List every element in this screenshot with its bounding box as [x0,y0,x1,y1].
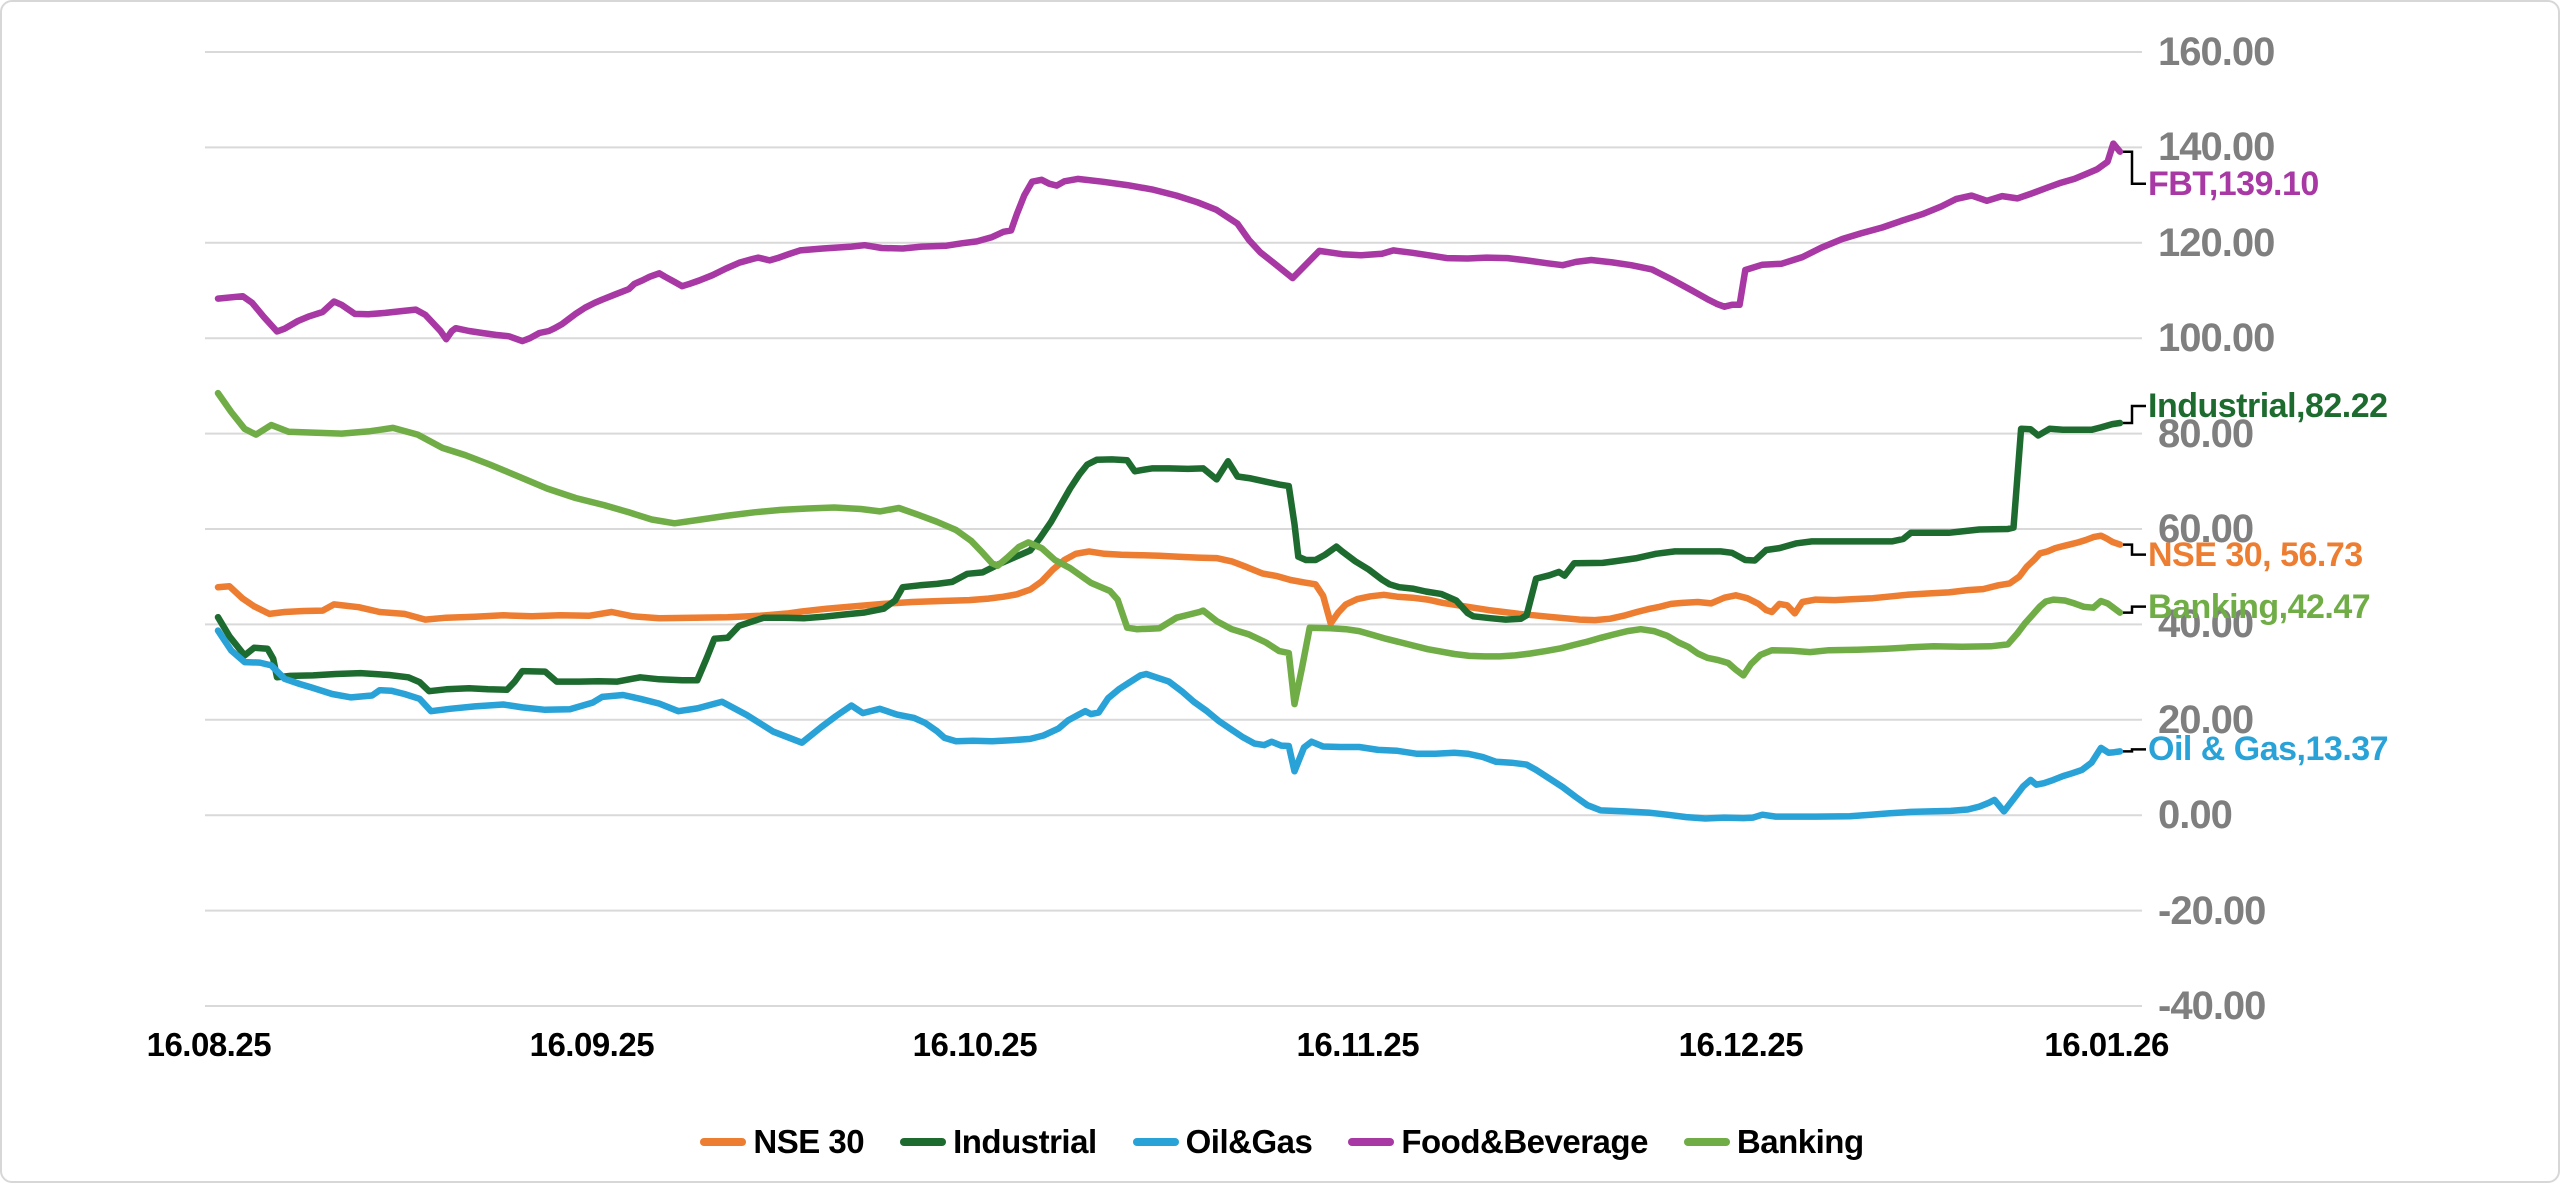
legend-label: NSE 30 [753,1123,865,1160]
legend-label: Industrial [953,1123,1097,1160]
y-axis-tick-label: 20.00 [2158,697,2254,742]
legend-swatch-icon [1683,1138,1730,1146]
label-leader-industrial [2123,404,2146,425]
legend-swatch-icon [1348,1138,1395,1146]
y-axis-tick-label: -20.00 [2158,888,2266,933]
legend-label: Oil&Gas [1185,1123,1313,1160]
series-end-label-nse30: NSE 30, 56.73 [2148,535,2363,574]
y-axis-tick-label: 120.00 [2158,220,2275,265]
series-line-banking [214,389,2124,708]
x-axis-tick-label: 16.09.25 [529,1026,655,1063]
x-axis-tick-label: 16.08.25 [146,1026,272,1063]
legend-label: Banking [1736,1123,1864,1160]
legend-label: Food&Beverage [1401,1123,1648,1160]
series-end-label-fbt: FBT,139.10 [2148,164,2319,203]
x-axis-tick-label: 16.10.25 [912,1026,1038,1063]
y-axis-tick-label: 80.00 [2158,411,2254,456]
series-end-label-industrial: Industrial,82.22 [2148,387,2388,425]
legend-item-food-beverage: Food&Beverage [1348,1123,1648,1161]
legend-item-nse-30: NSE 30 [700,1123,865,1161]
y-axis-tick-label: -40.00 [2158,984,2266,1028]
series-line-fbt [214,140,2124,345]
legend-item-oil-gas: Oil&Gas [1132,1123,1313,1161]
series-line-oilgas [214,627,2124,822]
label-leader-fbt [2123,150,2146,185]
label-leader-nse30 [2123,543,2146,556]
y-axis-tick-label: 0.00 [2158,793,2233,838]
y-axis-tick-label: 100.00 [2158,316,2275,361]
chart-legend: NSE 30 Industrial Oil&Gas Food&Beverage Bank… [2,1110,2558,1174]
y-axis-tick-label: 60.00 [2158,507,2254,551]
series-end-label-oilgas: Oil & Gas,13.37 [2148,730,2389,769]
legend-item-industrial: Industrial [900,1123,1097,1161]
y-axis-tick-label: 140.00 [2158,125,2275,170]
legend-swatch-icon [1132,1138,1179,1146]
legend-swatch-icon [900,1138,947,1146]
x-axis-tick-label: 16.12.25 [1678,1026,1804,1063]
legend-swatch-icon [700,1138,747,1146]
label-leader-banking [2123,605,2146,614]
legend-item-banking: Banking [1683,1123,1864,1161]
y-axis-tick-label: 160.00 [2158,30,2275,74]
x-axis-tick-label: 16.01.26 [2044,1026,2169,1063]
x-axis-tick-label: 16.11.25 [1296,1026,1420,1063]
series-line-nse30 [214,532,2124,627]
series-end-label-banking: Banking,42.47 [2148,587,2371,626]
series-line-industrial [214,419,2124,695]
y-axis-tick-label: 40.00 [2158,602,2254,647]
label-leader-oilgas [2123,748,2146,753]
